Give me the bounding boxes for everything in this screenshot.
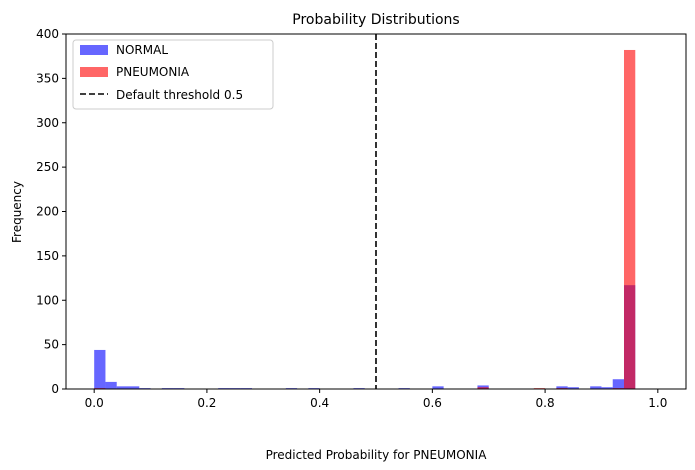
bar-normal-3 [128, 386, 140, 389]
y-tick-label-3: 150 [36, 249, 59, 263]
y-tick-label-8: 400 [36, 27, 59, 41]
bar-pneumonia-47 [624, 49, 636, 389]
bar-pneumonia-34 [477, 387, 489, 389]
legend-label-normal: NORMAL [116, 43, 168, 57]
bar-normal-46 [612, 379, 624, 389]
y-axis-label: Frequency [10, 181, 24, 243]
x-tick-label-1: 0.2 [197, 396, 216, 410]
legend-swatch-normal [80, 45, 108, 55]
y-tick-label-1: 50 [44, 338, 59, 352]
bar-normal-44 [590, 386, 602, 389]
y-tick-label-2: 100 [36, 293, 59, 307]
x-axis-label: Predicted Probability for PNEUMONIA [266, 448, 488, 462]
y-tick-label-6: 300 [36, 116, 59, 130]
x-tick-label-3: 0.6 [423, 396, 442, 410]
y-tick-label-0: 0 [51, 382, 59, 396]
legend-frame [72, 39, 274, 110]
bar-normal-0 [94, 349, 106, 389]
bar-normal-42 [567, 387, 579, 389]
x-tick-label-5: 1.0 [648, 396, 667, 410]
x-tick-label-0: 0.0 [85, 396, 104, 410]
y-tick-label-5: 250 [36, 160, 59, 174]
bar-normal-2 [116, 386, 128, 389]
axes: 0.0 0.2 0.4 0.6 0.8 1.0 0 50 100 150 200 250 300 350 4… [36, 27, 687, 410]
legend: NORMAL PNEUMONIA Default threshold 0.5 [72, 39, 274, 110]
x-tick-label-4: 0.8 [536, 396, 555, 410]
chart-title: Probability Distributions [292, 12, 459, 28]
y-tick-label-4: 200 [36, 205, 59, 219]
bar-normal-41 [556, 386, 568, 389]
legend-label-pneumonia: PNEUMONIA [116, 65, 190, 79]
bar-normal-1 [105, 381, 117, 389]
bar-normal-30 [432, 386, 444, 389]
legend-swatch-pneumonia [80, 67, 108, 77]
x-tick-label-2: 0.4 [310, 396, 329, 410]
legend-label-threshold: Default threshold 0.5 [116, 88, 243, 102]
y-tick-label-7: 350 [36, 71, 59, 85]
bar-normal-45 [601, 387, 613, 389]
